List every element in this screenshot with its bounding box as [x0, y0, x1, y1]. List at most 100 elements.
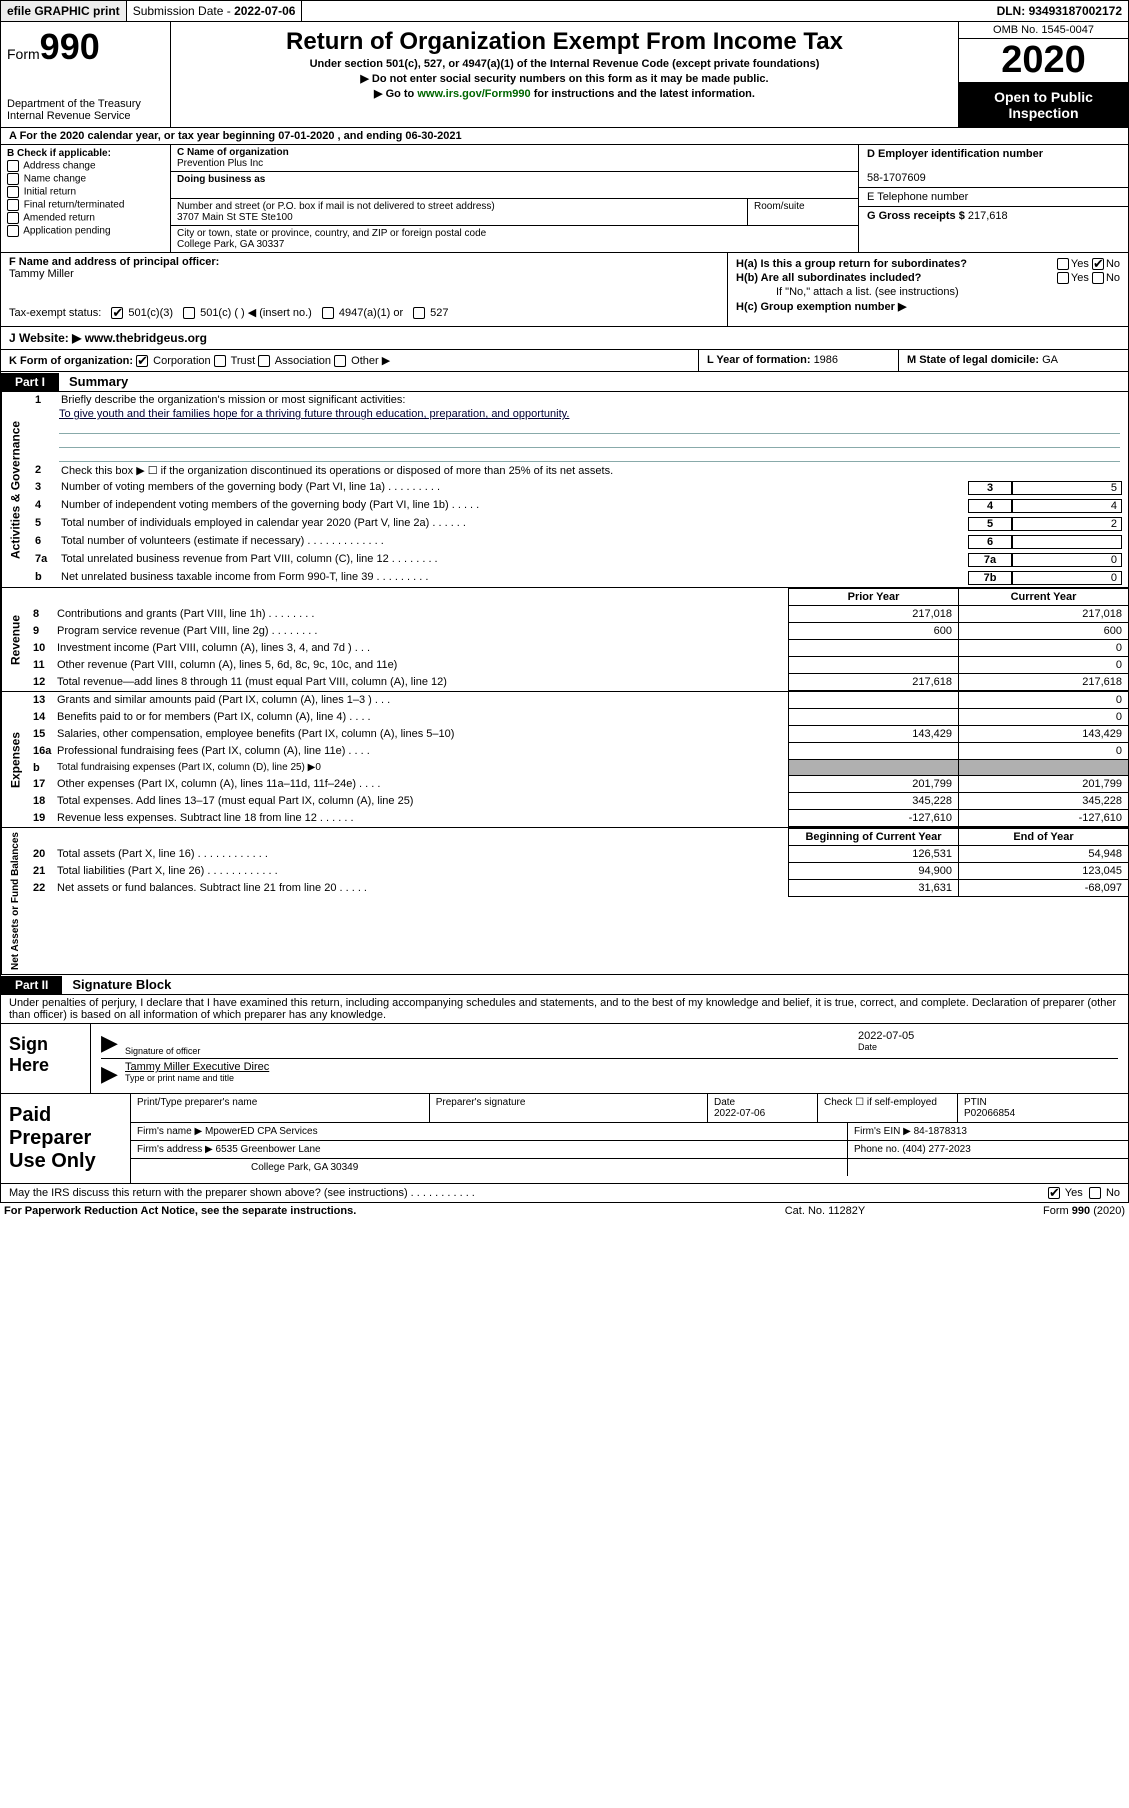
street-address: 3707 Main St STE Ste100 — [177, 212, 293, 223]
prep-date: Date2022-07-06 — [708, 1094, 818, 1122]
website-value: www.thebridgeus.org — [85, 331, 207, 345]
chk-association[interactable]: Association — [258, 355, 331, 367]
form-of-org: K Form of organization: Corporation Trus… — [1, 350, 698, 371]
officer-name-title: Tammy Miller Executive Direc — [125, 1061, 1118, 1073]
fin-header-1: Prior YearCurrent Year — [29, 588, 1128, 606]
firm-name-row: Firm's name ▶ MpowerED CPA Services Firm… — [131, 1123, 1128, 1141]
omb-number: OMB No. 1545-0047 — [959, 22, 1128, 39]
city-state-zip: College Park, GA 30337 — [177, 239, 284, 250]
part-1-title: Summary — [59, 372, 138, 391]
address-row: Number and street (or P.O. box if mail i… — [171, 199, 858, 226]
line-5: 5Total number of individuals employed in… — [29, 515, 1128, 533]
principal-officer: F Name and address of principal officer:… — [1, 253, 728, 326]
firm-address-row-2: College Park, GA 30349 — [131, 1159, 1128, 1176]
arrow-icon: ▶ — [101, 1061, 125, 1087]
line-12: 12Total revenue—add lines 8 through 11 (… — [29, 674, 1128, 691]
line-6: 6Total number of volunteers (estimate if… — [29, 533, 1128, 551]
paid-preparer-label: Paid Preparer Use Only — [1, 1094, 131, 1183]
tax-exempt-label: Tax-exempt status: — [9, 307, 101, 319]
chk-application-pending[interactable]: Application pending — [7, 225, 164, 237]
irs-discuss-row: May the IRS discuss this return with the… — [0, 1184, 1129, 1203]
ruled-3 — [59, 448, 1120, 462]
revenue-section: Revenue Prior YearCurrent Year 8Contribu… — [0, 588, 1129, 692]
irs-discuss-question: May the IRS discuss this return with the… — [9, 1187, 1048, 1199]
side-expenses: Expenses — [1, 692, 29, 827]
col-b-label: B Check if applicable: — [7, 148, 164, 159]
h-b: H(b) Are all subordinates included? Yes … — [736, 272, 1120, 284]
city-row: City or town, state or province, country… — [171, 226, 858, 252]
chk-527[interactable]: 527 — [413, 307, 448, 319]
part-2-title: Signature Block — [62, 975, 181, 994]
line-21: 21Total liabilities (Part X, line 26) . … — [29, 863, 1128, 880]
chk-initial-return[interactable]: Initial return — [7, 186, 164, 198]
part-2-tag: Part II — [1, 976, 62, 994]
sig-officer-label: Signature of officer — [125, 1046, 858, 1056]
footer: For Paperwork Reduction Act Notice, see … — [0, 1203, 1129, 1219]
line-16a: 16aProfessional fundraising fees (Part I… — [29, 743, 1128, 760]
ein-block: D Employer identification number 58-1707… — [859, 145, 1128, 188]
dba-row: Doing business as — [171, 172, 858, 199]
line-3: 3Number of voting members of the governi… — [29, 479, 1128, 497]
col-h: H(a) Is this a group return for subordin… — [728, 253, 1128, 326]
ruled-1 — [59, 420, 1120, 434]
chk-4947[interactable]: 4947(a)(1) or — [322, 307, 403, 319]
instruction-1: ▶ Do not enter social security numbers o… — [179, 72, 950, 85]
line-18: 18Total expenses. Add lines 13–17 (must … — [29, 793, 1128, 810]
form-footer: Form 990 (2020) — [925, 1205, 1125, 1217]
sig-date-label: Date — [858, 1042, 1118, 1052]
line-14: 14Benefits paid to or for members (Part … — [29, 709, 1128, 726]
chk-name-change[interactable]: Name change — [7, 173, 164, 185]
header-center: Return of Organization Exempt From Incom… — [171, 22, 958, 127]
prep-header-row: Print/Type preparer's name Preparer's si… — [131, 1094, 1128, 1123]
org-name-row: C Name of organization Prevention Plus I… — [171, 145, 858, 172]
col-c: C Name of organization Prevention Plus I… — [171, 145, 858, 252]
type-name-label: Type or print name and title — [125, 1073, 1118, 1083]
gross-receipts: G Gross receipts $ 217,618 — [859, 207, 1128, 252]
self-employed-check[interactable]: Check ☐ if self-employed — [818, 1094, 958, 1122]
header-right: OMB No. 1545-0047 2020 Open to Public In… — [958, 22, 1128, 127]
line-20: 20Total assets (Part X, line 16) . . . .… — [29, 846, 1128, 863]
firm-phone: (404) 277-2023 — [902, 1144, 970, 1155]
governance-section: Activities & Governance 1Briefly describ… — [0, 392, 1129, 588]
fin-header-2: Beginning of Current YearEnd of Year — [29, 828, 1128, 846]
h-a: H(a) Is this a group return for subordin… — [736, 258, 1120, 270]
row-j-website: J Website: ▶ www.thebridgeus.org — [0, 327, 1129, 350]
side-revenue: Revenue — [1, 588, 29, 691]
chk-501c[interactable]: 501(c) ( ) ◀ (insert no.) — [183, 306, 312, 319]
chk-final-return[interactable]: Final return/terminated — [7, 199, 164, 211]
form990-link[interactable]: www.irs.gov/Form990 — [417, 88, 530, 100]
col-d: D Employer identification number 58-1707… — [858, 145, 1128, 252]
chk-501c3[interactable]: 501(c)(3) — [111, 307, 173, 319]
line-19: 19Revenue less expenses. Subtract line 1… — [29, 810, 1128, 827]
cat-number: Cat. No. 11282Y — [725, 1205, 925, 1217]
efile-print-btn[interactable]: efile GRAPHIC print — [1, 1, 127, 21]
chk-amended-return[interactable]: Amended return — [7, 212, 164, 224]
side-governance: Activities & Governance — [1, 392, 29, 587]
year-formation: L Year of formation: 1986 — [698, 350, 898, 371]
chk-address-change[interactable]: Address change — [7, 160, 164, 172]
ruled-2 — [59, 434, 1120, 448]
irs-discuss-yes[interactable]: Yes — [1048, 1187, 1083, 1199]
irs-discuss-no[interactable]: No — [1089, 1187, 1120, 1199]
org-name: Prevention Plus Inc — [177, 158, 263, 169]
signature-row: ▶ Signature of officer 2022-07-05 Date — [101, 1028, 1118, 1059]
chk-corporation[interactable]: Corporation — [136, 355, 211, 367]
line-13: 13Grants and similar amounts paid (Part … — [29, 692, 1128, 709]
sign-here-label: Sign Here — [1, 1024, 91, 1093]
line-10: 10Investment income (Part VIII, column (… — [29, 640, 1128, 657]
header-left: Form990 Department of the Treasury Inter… — [1, 22, 171, 127]
line-11: 11Other revenue (Part VIII, column (A), … — [29, 657, 1128, 674]
line-4: 4Number of independent voting members of… — [29, 497, 1128, 515]
firm-address-2: College Park, GA 30349 — [251, 1162, 358, 1173]
chk-trust[interactable]: Trust — [214, 355, 256, 367]
telephone-block: E Telephone number — [859, 188, 1128, 207]
line-2: 2Check this box ▶ ☐ if the organization … — [29, 462, 1128, 479]
chk-other[interactable]: Other ▶ — [334, 355, 390, 367]
row-a-tax-year: A For the 2020 calendar year, or tax yea… — [0, 128, 1129, 145]
paperwork-notice: For Paperwork Reduction Act Notice, see … — [4, 1205, 725, 1217]
ptin: PTINP02066854 — [958, 1094, 1128, 1122]
line-15: 15Salaries, other compensation, employee… — [29, 726, 1128, 743]
line-1: 1Briefly describe the organization's mis… — [29, 392, 1128, 408]
firm-name: MpowerED CPA Services — [205, 1126, 318, 1137]
sig-date-value: 2022-07-05 — [858, 1030, 1118, 1042]
